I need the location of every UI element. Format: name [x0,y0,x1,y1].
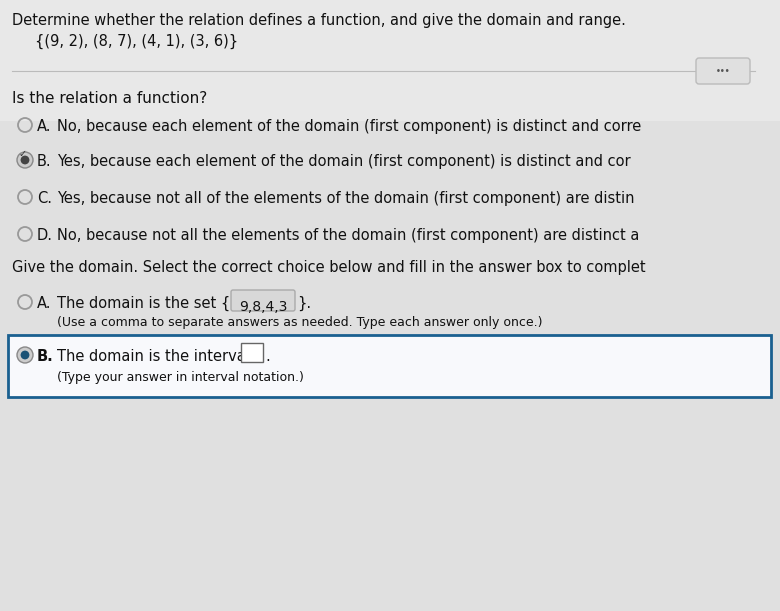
Text: ✓: ✓ [19,148,27,159]
FancyBboxPatch shape [0,0,780,121]
Text: (Type your answer in interval notation.): (Type your answer in interval notation.) [57,371,304,384]
Text: }.: }. [297,296,311,311]
Circle shape [17,152,33,168]
Text: 9,8,4,3: 9,8,4,3 [239,300,287,314]
Text: No, because not all the elements of the domain (first component) are distinct a: No, because not all the elements of the … [57,228,640,243]
Text: The domain is the interval: The domain is the interval [57,349,250,364]
Text: Give the domain. Select the correct choice below and fill in the answer box to c: Give the domain. Select the correct choi… [12,260,646,275]
FancyBboxPatch shape [8,335,771,397]
Circle shape [17,347,33,363]
Text: D.: D. [37,228,53,243]
Text: C.: C. [37,191,52,206]
Text: No, because each element of the domain (first component) is distinct and corre: No, because each element of the domain (… [57,119,641,134]
Text: •••: ••• [716,67,730,76]
Text: Determine whether the relation defines a function, and give the domain and range: Determine whether the relation defines a… [12,13,626,28]
FancyBboxPatch shape [696,58,750,84]
Text: {(9, 2), (8, 7), (4, 1), (3, 6)}: {(9, 2), (8, 7), (4, 1), (3, 6)} [35,34,238,49]
Text: B.: B. [37,349,54,364]
Text: .: . [265,349,270,364]
Text: Yes, because not all of the elements of the domain (first component) are distin: Yes, because not all of the elements of … [57,191,634,206]
Text: B.: B. [37,154,51,169]
Text: Yes, because each element of the domain (first component) is distinct and cor: Yes, because each element of the domain … [57,154,630,169]
FancyBboxPatch shape [0,121,780,611]
Circle shape [20,351,30,359]
Text: A.: A. [37,296,51,311]
FancyBboxPatch shape [231,290,295,311]
Text: The domain is the set {: The domain is the set { [57,296,230,311]
Text: Is the relation a function?: Is the relation a function? [12,91,207,106]
Text: (Use a comma to separate answers as needed. Type each answer only once.): (Use a comma to separate answers as need… [57,316,543,329]
FancyBboxPatch shape [241,343,263,362]
Circle shape [20,156,30,164]
Text: A.: A. [37,119,51,134]
